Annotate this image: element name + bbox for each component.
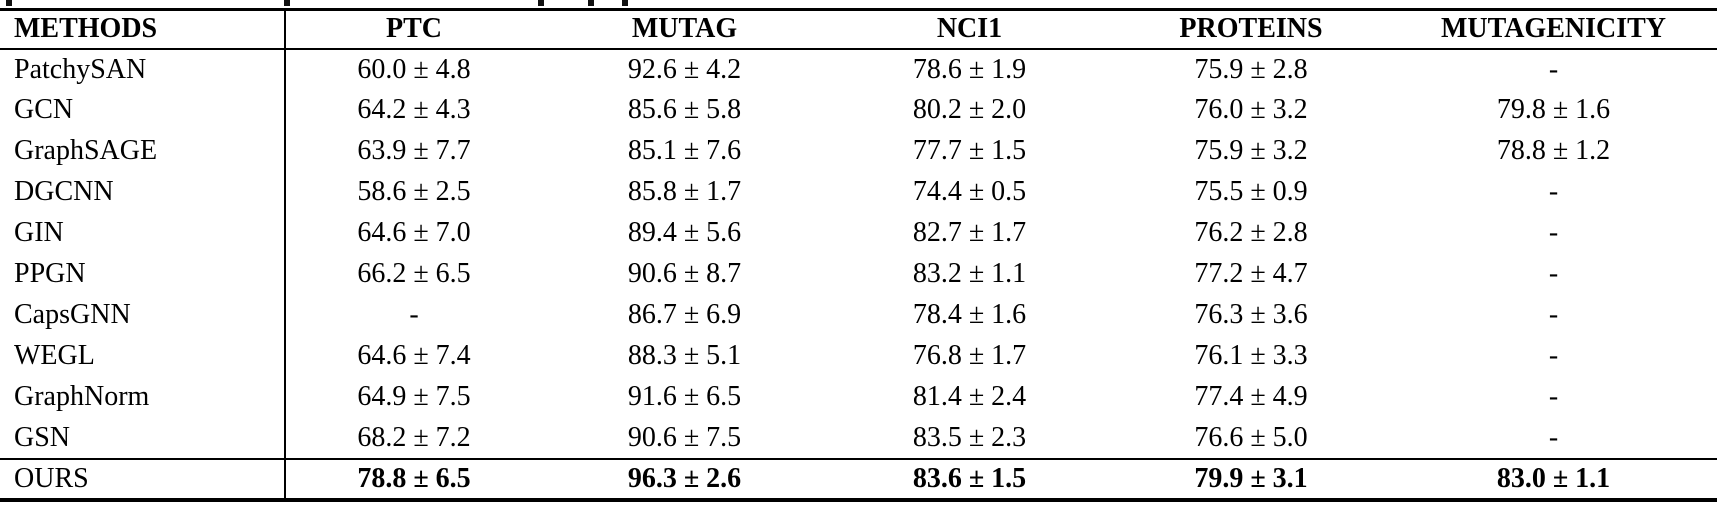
table-row: GIN 64.6 ± 7.0 89.4 ± 5.6 82.7 ± 1.7 76.2 ± … <box>0 212 1717 254</box>
caption-descender-mark <box>588 0 594 6</box>
value-cell: - <box>1548 299 1559 330</box>
value-cell: 78.6 ± 1.9 <box>912 53 1027 85</box>
method-cell: DGCNN <box>0 171 286 213</box>
value-cell: 76.0 ± 3.2 <box>1194 94 1308 125</box>
value-cell: 76.1 ± 3.3 <box>1194 340 1308 371</box>
value-cell: 64.6 ± 7.4 <box>357 340 471 371</box>
value-cell: 96.3 ± 2.6 <box>627 462 742 494</box>
caption-descender-mark <box>284 0 290 6</box>
value-cell: 76.3 ± 3.6 <box>1194 299 1308 330</box>
value-cell: - <box>1548 176 1559 207</box>
value-cell: 78.4 ± 1.6 <box>912 299 1027 330</box>
value-cell: 75.9 ± 2.8 <box>1194 53 1308 85</box>
table-body: PatchySAN 60.0 ± 4.8 92.6 ± 4.2 78.6 ± 1.9 7… <box>0 48 1717 500</box>
table-row: CapsGNN - 86.7 ± 6.9 78.4 ± 1.6 76.3 ± 3.6 - <box>0 294 1717 336</box>
method-cell: OURS <box>0 458 286 500</box>
value-cell: 83.6 ± 1.5 <box>912 462 1027 494</box>
value-cell: - <box>1548 217 1559 248</box>
value-cell: 63.9 ± 7.7 <box>357 135 471 166</box>
value-cell: 83.2 ± 1.1 <box>912 258 1027 289</box>
value-cell: 77.7 ± 1.5 <box>912 135 1027 166</box>
table-row: WEGL 64.6 ± 7.4 88.3 ± 5.1 76.8 ± 1.7 76.1 ±… <box>0 335 1717 377</box>
value-cell: 76.2 ± 2.8 <box>1194 217 1308 248</box>
value-cell: 80.2 ± 2.0 <box>912 94 1027 125</box>
value-cell: 75.9 ± 3.2 <box>1194 135 1308 166</box>
benchmark-results-table: METHODS PTC MUTAG NCI1 PROTEINS MUTAGENI… <box>0 8 1717 502</box>
value-cell: 58.6 ± 2.5 <box>357 176 471 207</box>
method-cell: GraphSAGE <box>0 130 286 172</box>
value-cell: 76.8 ± 1.7 <box>912 340 1027 371</box>
column-header-nci1: NCI1 <box>827 9 1112 50</box>
header-row: METHODS PTC MUTAG NCI1 PROTEINS MUTAGENI… <box>0 9 1717 50</box>
method-cell: GraphNorm <box>0 376 286 418</box>
method-cell: PPGN <box>0 253 286 295</box>
value-cell: 76.6 ± 5.0 <box>1194 421 1308 453</box>
method-cell: GSN <box>0 417 286 459</box>
table-row: PPGN 66.2 ± 6.5 90.6 ± 8.7 83.2 ± 1.1 77.2 ±… <box>0 253 1717 295</box>
value-cell: - <box>1548 340 1559 371</box>
method-cell: CapsGNN <box>0 294 286 336</box>
value-cell: 60.0 ± 4.8 <box>357 53 471 85</box>
value-cell: - <box>1548 258 1559 289</box>
value-cell: 82.7 ± 1.7 <box>912 217 1027 248</box>
value-cell: 92.6 ± 4.2 <box>627 53 742 85</box>
table-row: GSN 68.2 ± 7.2 90.6 ± 7.5 83.5 ± 2.3 76.6 ± … <box>0 417 1717 459</box>
column-header-ptc: PTC <box>285 9 542 50</box>
value-cell: - <box>1548 53 1559 85</box>
value-cell: 64.9 ± 7.5 <box>357 381 471 412</box>
value-cell: 90.6 ± 7.5 <box>627 421 742 453</box>
caption-descender-mark <box>622 0 628 6</box>
value-cell: 79.8 ± 1.6 <box>1496 94 1611 125</box>
value-cell: - <box>1548 381 1559 412</box>
table-row: GraphNorm 64.9 ± 7.5 91.6 ± 6.5 81.4 ± 2.4 7… <box>0 376 1717 418</box>
value-cell: 78.8 ± 6.5 <box>357 462 471 494</box>
table-header: METHODS PTC MUTAG NCI1 PROTEINS MUTAGENI… <box>0 9 1717 50</box>
value-cell: 75.5 ± 0.9 <box>1194 176 1308 207</box>
value-cell: 81.4 ± 2.4 <box>912 381 1027 412</box>
table-row-ours: OURS 78.8 ± 6.5 96.3 ± 2.6 83.6 ± 1.5 79.9 ±… <box>0 458 1717 500</box>
table-row: GraphSAGE 63.9 ± 7.7 85.1 ± 7.6 77.7 ± 1.5 7… <box>0 130 1717 172</box>
column-header-proteins: PROTEINS <box>1112 9 1390 50</box>
value-cell: 89.4 ± 5.6 <box>627 217 742 248</box>
value-cell: 91.6 ± 6.5 <box>627 381 742 412</box>
value-cell: - <box>1548 421 1559 453</box>
value-cell: 83.5 ± 2.3 <box>912 421 1027 453</box>
value-cell: - <box>409 299 419 330</box>
value-cell: 85.1 ± 7.6 <box>627 135 742 166</box>
value-cell: 74.4 ± 0.5 <box>912 176 1027 207</box>
caption-descender-mark <box>6 0 12 6</box>
method-cell: PatchySAN <box>0 48 286 90</box>
value-cell: 85.8 ± 1.7 <box>627 176 742 207</box>
table-row: GCN 64.2 ± 4.3 85.6 ± 5.8 80.2 ± 2.0 76.0 ± … <box>0 89 1717 131</box>
method-cell: GCN <box>0 89 286 131</box>
value-cell: 79.9 ± 3.1 <box>1194 462 1308 494</box>
value-cell: 64.6 ± 7.0 <box>357 217 471 248</box>
cropped-caption-fragment <box>0 0 1717 8</box>
value-cell: 77.4 ± 4.9 <box>1194 381 1308 412</box>
value-cell: 83.0 ± 1.1 <box>1496 462 1611 494</box>
value-cell: 86.7 ± 6.9 <box>627 299 742 330</box>
caption-descender-mark <box>538 0 544 6</box>
column-header-methods: METHODS <box>0 9 286 50</box>
value-cell: 77.2 ± 4.7 <box>1194 258 1308 289</box>
method-cell: GIN <box>0 212 286 254</box>
table-row: PatchySAN 60.0 ± 4.8 92.6 ± 4.2 78.6 ± 1.9 7… <box>0 48 1717 90</box>
value-cell: 66.2 ± 6.5 <box>357 258 471 289</box>
value-cell: 88.3 ± 5.1 <box>627 340 742 371</box>
table-row: DGCNN 58.6 ± 2.5 85.8 ± 1.7 74.4 ± 0.5 75.5 … <box>0 171 1717 213</box>
value-cell: 90.6 ± 8.7 <box>627 258 742 289</box>
method-cell: WEGL <box>0 335 286 377</box>
value-cell: 85.6 ± 5.8 <box>627 94 742 125</box>
value-cell: 64.2 ± 4.3 <box>357 94 471 125</box>
column-header-mutag: MUTAG <box>542 9 827 50</box>
value-cell: 68.2 ± 7.2 <box>357 421 471 453</box>
value-cell: 78.8 ± 1.2 <box>1496 135 1611 166</box>
column-header-mutagenicity: MUTAGENICITY <box>1390 9 1717 50</box>
